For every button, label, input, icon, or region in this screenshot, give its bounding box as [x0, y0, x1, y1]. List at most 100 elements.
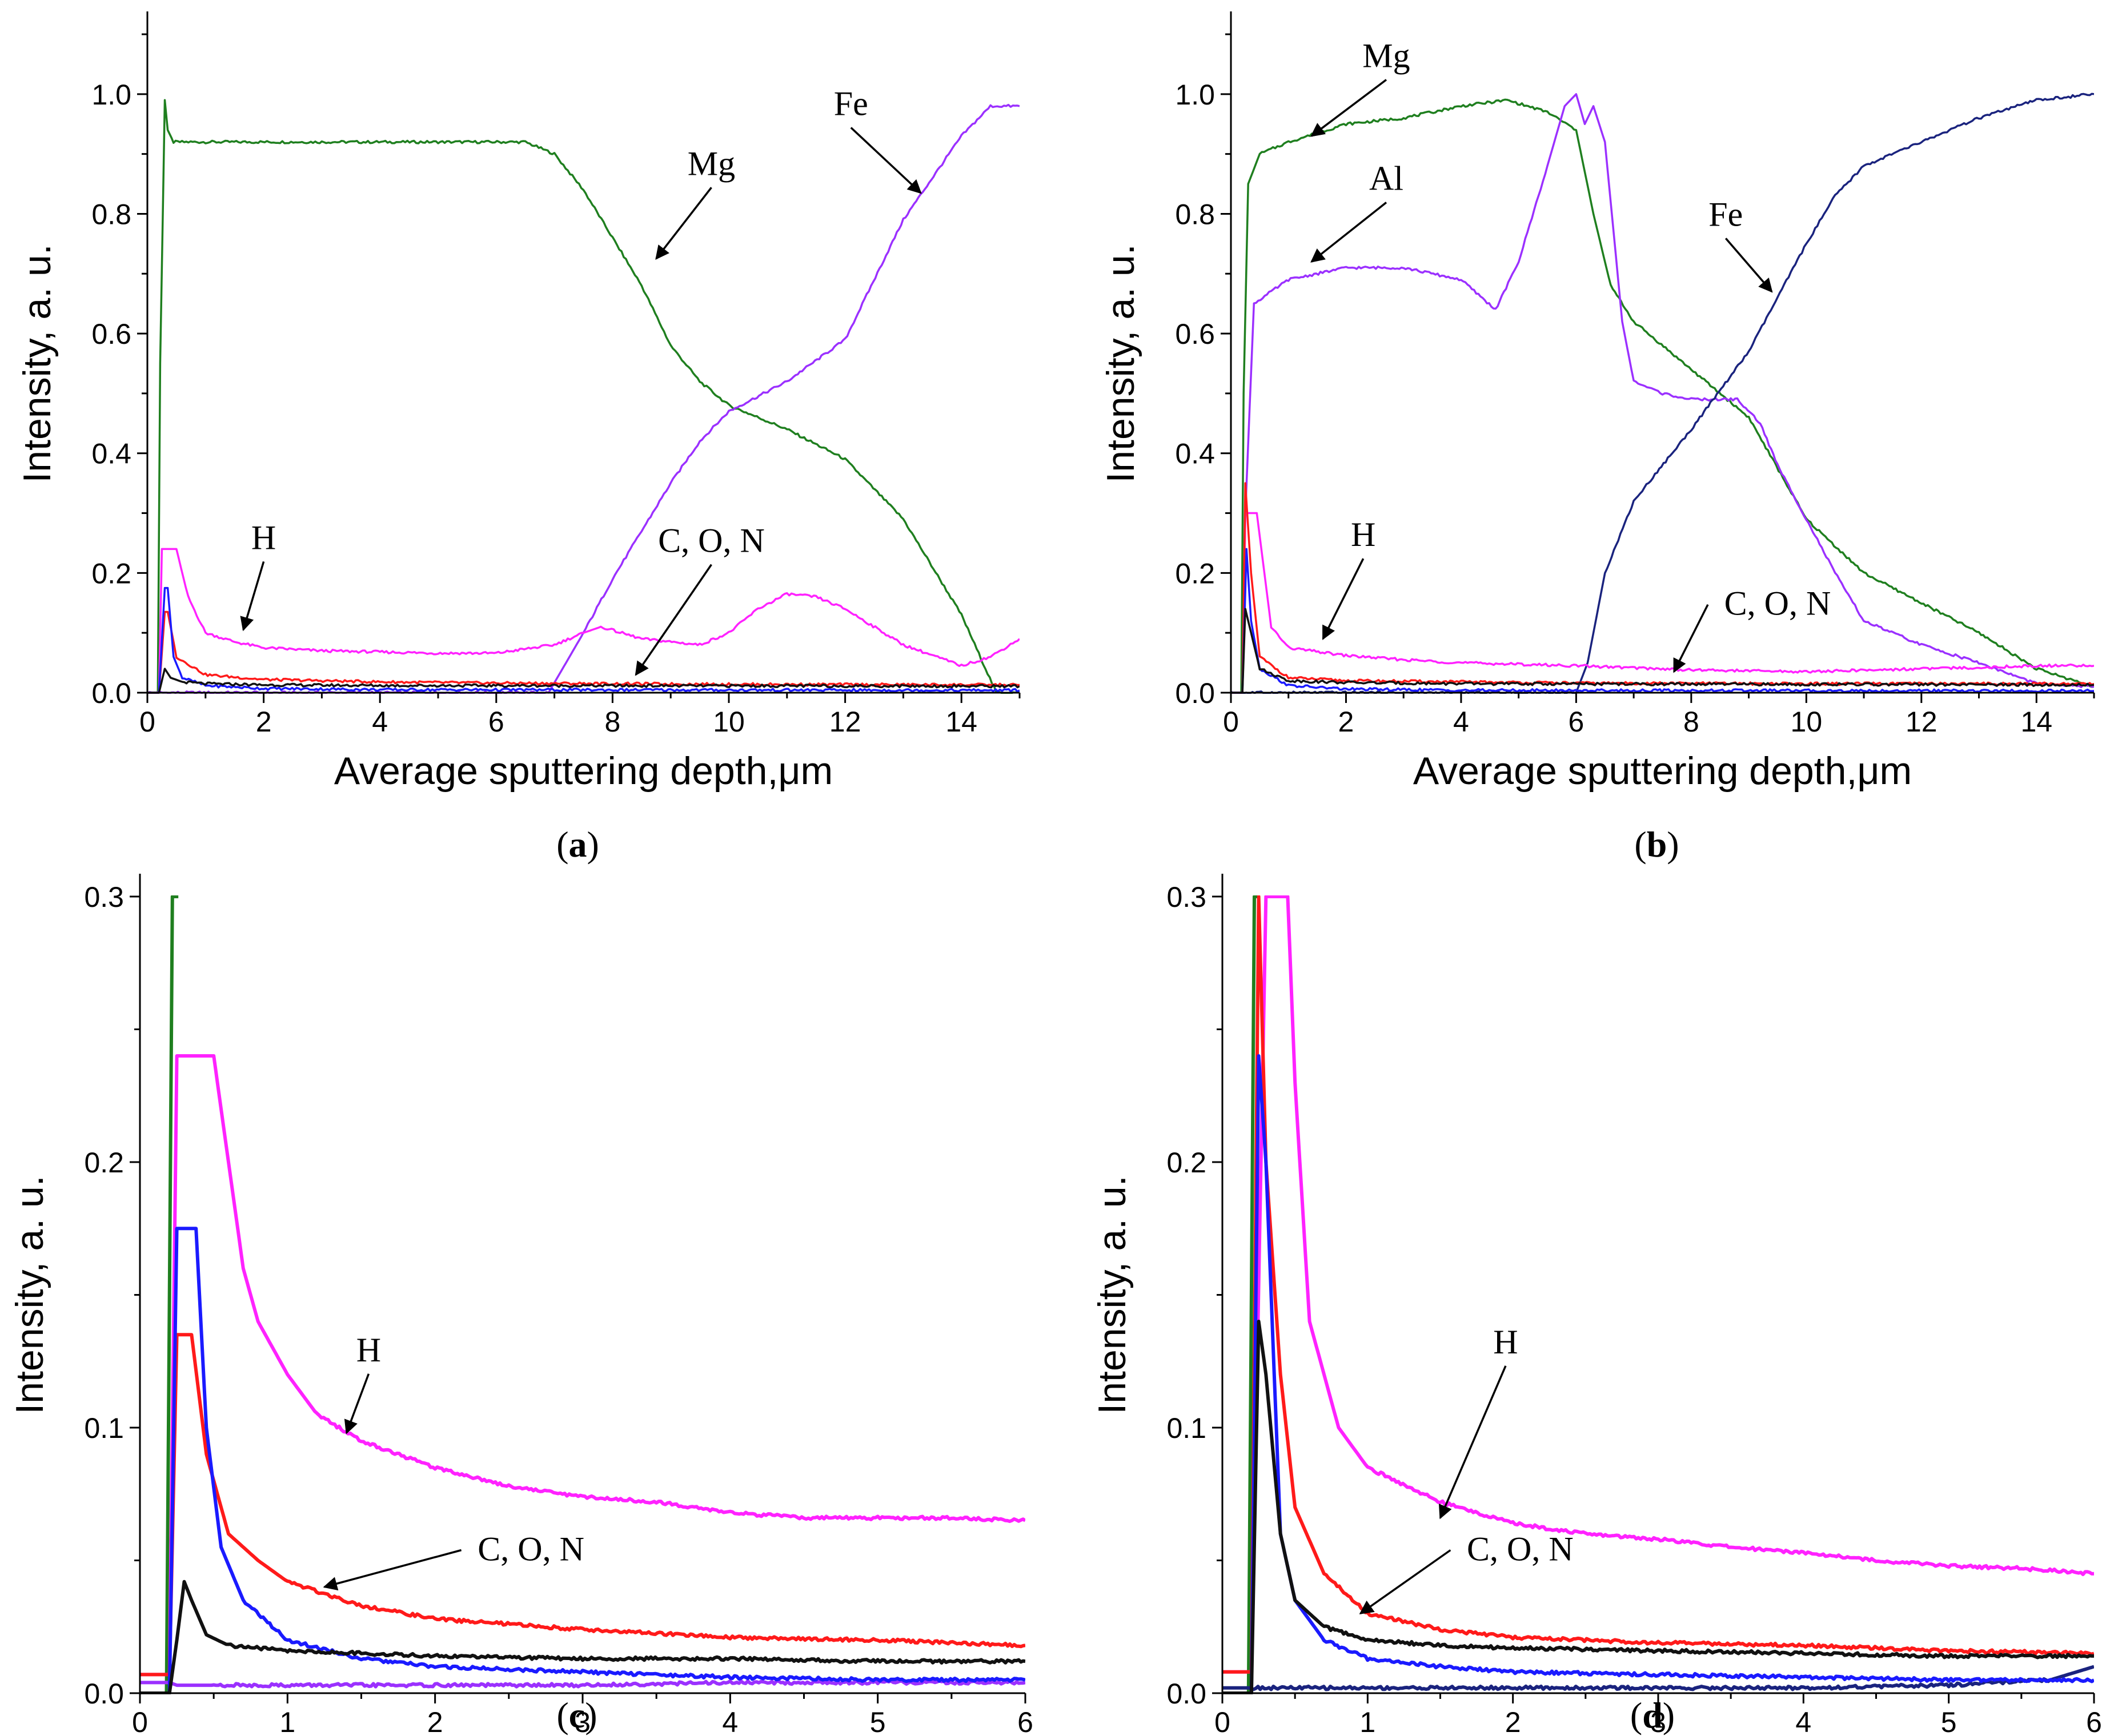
x-axis-title: Average sputtering depth,μm — [1413, 749, 1912, 793]
series-line-b-h — [1231, 512, 2094, 694]
y-tick-label: 0.2 — [1166, 1147, 1206, 1179]
annotation-arrow — [1322, 558, 1365, 640]
annotation-label: C, O, N — [1467, 1530, 1574, 1568]
series-group-b — [1231, 93, 2094, 694]
series-group-a — [147, 99, 1020, 694]
x-tick-label: 10 — [1791, 706, 1823, 738]
annotation-arrow — [323, 1549, 462, 1591]
x-tick-label: 5 — [1941, 1706, 1957, 1736]
x-tick-label: 4 — [722, 1706, 738, 1736]
series-line-c-h — [140, 1054, 1025, 1677]
annotation-label: C, O, N — [658, 522, 765, 560]
panel-label: (d) — [1630, 1695, 1675, 1735]
y-tick-label: 0.4 — [1175, 438, 1215, 470]
series-line-c-fe — [140, 1679, 1025, 1689]
x-tick-label: 3 — [1650, 1706, 1666, 1736]
series-group-d — [1222, 895, 2094, 1694]
annotation-arrow — [344, 1373, 370, 1434]
panel-label: (b) — [1634, 824, 1679, 865]
annotation-arrow — [635, 564, 712, 676]
series-line-d-fe — [1222, 1665, 2094, 1691]
y-tick-label: 0.2 — [1175, 557, 1215, 589]
y-tick-label: 0.8 — [91, 198, 131, 230]
x-tick-label: 4 — [372, 706, 388, 738]
chart-panel-b: 0 2 4 6 8 10 12 14 0.0 0.2 0.4 0.6 0.8 1.0 Average spu… — [1099, 11, 2095, 865]
series-line-b-al — [1231, 93, 2094, 694]
y-tick-label: 0.1 — [84, 1412, 124, 1444]
annotation-label: H — [1493, 1323, 1518, 1361]
x-tick-label: 8 — [1683, 706, 1699, 738]
series-line-b-o — [1231, 548, 2094, 694]
x-tick-label: 12 — [1906, 706, 1938, 738]
series-line-d-o — [1222, 1054, 2094, 1694]
series-line-a-o — [147, 586, 1020, 694]
panel-label: (a) — [556, 824, 599, 865]
series-line-b-c — [1231, 482, 2094, 694]
annotation-arrow — [1438, 1365, 1507, 1520]
y-axis-title: Intensity, a. u. — [1099, 244, 1142, 483]
x-tick-label: 12 — [829, 706, 861, 738]
series-line-c-mg — [165, 895, 179, 1694]
y-tick-label: 0.3 — [84, 881, 124, 913]
series-line-a-c — [147, 610, 1020, 694]
annotation-label: H — [251, 519, 276, 556]
series-line-d-h — [1222, 895, 2094, 1674]
x-tick-label: 6 — [2086, 1706, 2102, 1736]
x-tick-label: 2 — [256, 706, 272, 738]
x-tick-label: 8 — [604, 706, 620, 738]
y-tick-label: 1.0 — [1175, 79, 1215, 111]
y-tick-label: 0.3 — [1166, 881, 1206, 913]
x-tick-label: 6 — [1568, 706, 1584, 738]
series-line-b-mg — [1231, 98, 2094, 694]
y-axis-title: Intensity, a. u. — [8, 1175, 51, 1414]
y-axis-title: Intensity, a. u. — [15, 244, 59, 483]
y-tick-label: 0.8 — [1175, 198, 1215, 230]
y-tick-label: 0.0 — [1175, 677, 1215, 709]
x-tick-label: 1 — [1359, 1706, 1375, 1736]
y-tick-label: 0.1 — [1166, 1412, 1206, 1444]
x-tick-label: 1 — [279, 1706, 295, 1736]
y-tick-label: 0.6 — [1175, 318, 1215, 350]
y-tick-label: 0.2 — [84, 1147, 124, 1179]
series-line-a-h — [147, 548, 1020, 694]
x-tick-label: 14 — [2020, 706, 2052, 738]
y-tick-label: 0.6 — [91, 318, 131, 350]
series-line-c-c — [140, 1333, 1025, 1677]
x-tick-label: 4 — [1453, 706, 1469, 738]
panel-label: (c) — [556, 1695, 597, 1735]
x-tick-label: 6 — [488, 706, 504, 738]
x-axis-title: Average sputtering depth,μm — [334, 749, 833, 793]
series-line-a-mg — [147, 99, 1020, 694]
series-line-c-n — [140, 1580, 1025, 1694]
series-line-a-n — [147, 668, 1020, 694]
annotation-arrow — [1724, 238, 1773, 293]
series-line-a-fe — [147, 103, 1020, 694]
x-tick-label: 0 — [139, 706, 155, 738]
annotation-arrow — [1673, 604, 1709, 673]
x-tick-label: 0 — [1223, 706, 1239, 738]
annotation-label: H — [356, 1331, 381, 1369]
annotation-label: Fe — [834, 85, 868, 123]
x-tick-label: 0 — [1214, 1706, 1230, 1736]
x-tick-label: 0 — [132, 1706, 148, 1736]
series-group-c — [140, 895, 1025, 1694]
x-tick-label: 3 — [575, 1706, 591, 1736]
x-tick-label: 4 — [1795, 1706, 1811, 1736]
annotation-arrow — [1310, 202, 1387, 263]
y-tick-label: 1.0 — [91, 79, 131, 111]
y-tick-label: 0.0 — [84, 1678, 124, 1710]
annotation-label: H — [1351, 516, 1375, 553]
x-tick-label: 2 — [427, 1706, 443, 1736]
series-line-d-n — [1222, 1320, 2094, 1694]
annotation-arrow — [240, 561, 265, 632]
annotation-arrow — [1359, 1549, 1451, 1614]
annotation-arrow — [655, 187, 712, 260]
y-tick-label: 0.0 — [91, 677, 131, 709]
x-tick-label: 10 — [713, 706, 745, 738]
series-line-d-c — [1222, 895, 2094, 1674]
series-line-b-n — [1231, 608, 2094, 694]
annotation-arrow — [850, 127, 922, 194]
annotation-label: Fe — [1708, 195, 1743, 233]
